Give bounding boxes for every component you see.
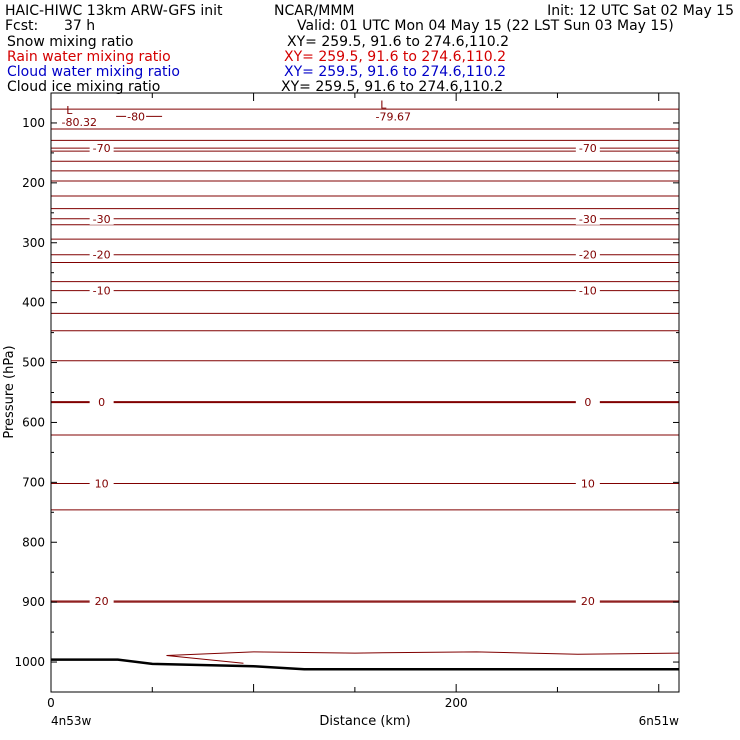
isotherm-label-bg [575,477,600,490]
y-tick-label: 500 [22,356,45,370]
isotherm-label-bg [89,284,114,297]
low-marker: L [66,104,73,117]
field-name-rain: Rain water mixing ratio [7,49,171,65]
isotherm-label-bg [575,142,600,155]
isotherm-label-bg [89,212,114,225]
init-time: Init: 12 UTC Sat 02 May 15 [547,3,734,19]
low-value-label: -79.67 [376,111,411,124]
isotherm-label-bg [575,284,600,297]
isotherm-label-bg [575,396,600,409]
isotherm-label: -30 [93,213,111,226]
field-xy-cloud-water: XY= 259.5, 91.6 to 274.6,110.2 [284,64,507,80]
valid-time: Valid: 01 UTC Mon 04 May 15 (22 LST Sun … [297,18,674,34]
y-tick-label: 200 [22,176,45,190]
isotherm-label: 10 [581,478,595,491]
isotherm-label: -10 [579,285,597,298]
isotherm-label-bg [89,594,114,607]
isotherm-label: -10 [93,285,111,298]
isotherm-label: -20 [579,249,597,262]
isotherm-label: -20 [93,249,111,262]
contour-label-bg [126,110,147,123]
low-marker: L [380,99,387,112]
x-tick-label: 200 [445,696,468,710]
isotherm-label: 0 [98,396,105,409]
contour-layer [51,108,680,671]
field-name-cloud-ice: Cloud ice mixing ratio [7,79,161,95]
isotherm-label: 0 [584,396,591,409]
isotherm-label-bg [575,212,600,225]
y-tick-label: 900 [22,595,45,609]
isotherm-label: 10 [95,478,109,491]
isotherm-label-bg [89,477,114,490]
isotherm-label: -70 [93,142,111,155]
y-tick-label: 300 [22,236,45,250]
isotherm-label: 20 [95,595,109,608]
y-tick-label: 700 [22,475,45,489]
field-xy-snow: XY= 259.5, 91.6 to 274.6,110.2 [287,34,510,50]
y-axis-title: Pressure (hPa) [2,345,17,438]
field-name-snow: Snow mixing ratio [7,34,134,50]
isotherm-label-bg [89,248,114,261]
fcst-label: Fcst: [5,18,39,34]
x-tick-label: 0 [47,696,55,710]
isotherm-label: 20 [581,595,595,608]
field-name-cloud-water: Cloud water mixing ratio [7,64,180,80]
low-value-label: -80.32 [62,116,97,129]
org-label: NCAR/MMM [274,3,355,19]
right-endpoint-label: 6n51w [639,714,680,728]
isotherm-label-bg [89,396,114,409]
left-endpoint-label: 4n53w [51,714,92,728]
field-xy-cloud-ice: XY= 259.5, 91.6 to 274.6,110.2 [281,79,504,95]
isotherm-label-bg [89,142,114,155]
field-xy-rain: XY= 259.5, 91.6 to 274.6,110.2 [284,49,507,65]
isotherm-label-bg [575,248,600,261]
contour-label: -80 [127,110,145,123]
isotherm-label: -70 [579,142,597,155]
y-tick-label: 400 [22,296,45,310]
isotherm-label: -30 [579,213,597,226]
y-tick-label: 600 [22,415,45,429]
fcst-value: 37 h [64,18,96,34]
y-tick-label: 100 [22,116,45,130]
run-title: HAIC-HIWC 13km ARW-GFS init [5,3,223,19]
lens-contour [166,651,680,664]
x-axis-title: Distance (km) [319,714,410,729]
y-tick-label: 800 [22,535,45,549]
y-tick-label: 1000 [14,655,45,669]
isotherm-label-bg [575,594,600,607]
surface-line [51,658,679,671]
